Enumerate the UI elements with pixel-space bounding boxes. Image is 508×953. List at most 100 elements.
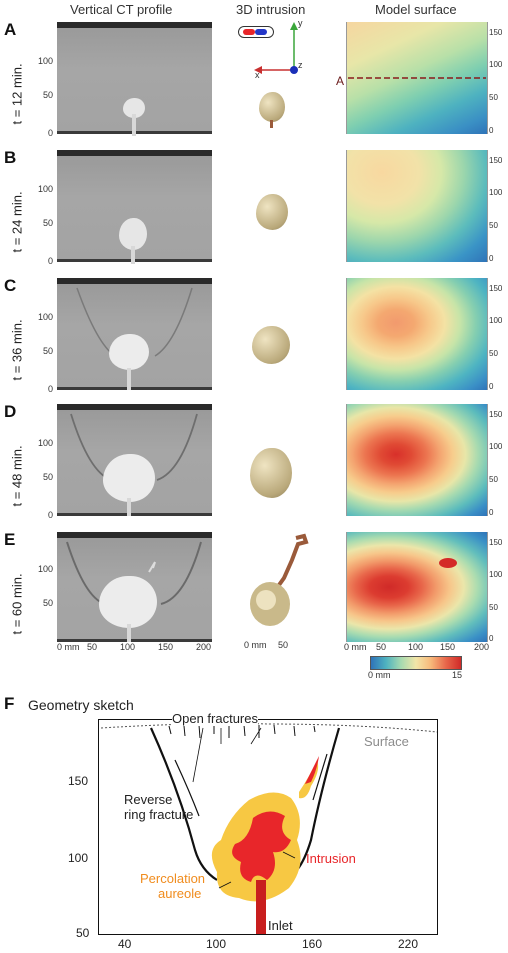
- model-ytick-d-150: 150: [489, 410, 503, 419]
- panel-label-f: F: [4, 694, 15, 713]
- model-ytick-a-50: 50: [489, 93, 498, 102]
- colorbar-max-label: 15: [452, 670, 463, 680]
- model-ytick-b-100: 100: [489, 188, 503, 197]
- time-label-b: t = 24 min.: [9, 191, 25, 253]
- ct-ytick-a-0: 0: [48, 128, 54, 138]
- sketch-ytick-100: 100: [68, 851, 89, 865]
- sketch-xtick-40: 40: [118, 937, 132, 951]
- model-ytick-d-50: 50: [489, 475, 498, 484]
- ct-fracture-left-e: [66, 541, 106, 605]
- sketch-drawing: [100, 723, 437, 934]
- ct-inlet-b: [131, 246, 135, 264]
- intrusion-shape: [232, 811, 291, 882]
- panel-label-a: A: [4, 20, 17, 39]
- axis-label-y: y: [298, 18, 303, 28]
- time-label-c: t = 36 min.: [9, 319, 25, 381]
- time-label-e: t = 60 min.: [9, 573, 25, 635]
- section-line-a: [348, 77, 486, 79]
- ct-ytick-a-50: 50: [43, 90, 54, 100]
- z-axis-dot: [290, 66, 298, 74]
- intrusion-xtick-50: 50: [278, 640, 289, 650]
- model-ytick-c-50: 50: [489, 349, 498, 358]
- model-surface-d: [346, 404, 488, 516]
- intrusion-3d-column-header: 3D intrusion: [236, 2, 306, 17]
- ct-fracture-right-d: [156, 413, 198, 481]
- model-ytick-c-0: 0: [489, 382, 494, 391]
- sketch-ytick-150: 150: [68, 774, 89, 788]
- time-label-a: t = 12 min.: [9, 63, 25, 125]
- ct-xtick-100: 100: [120, 642, 136, 652]
- model-ytick-b-0: 0: [489, 254, 494, 263]
- ct-fracture-right-e: [160, 541, 202, 605]
- y-axis-arrowhead: [290, 22, 298, 30]
- model-ytick-d-100: 100: [489, 442, 503, 451]
- model-ytick-a-0: 0: [489, 126, 494, 135]
- ct-xtick-150: 150: [158, 642, 174, 652]
- sketch-title: Geometry sketch: [28, 697, 134, 713]
- ct-ytick-a-100: 100: [38, 56, 54, 66]
- model-ytick-e-100: 100: [489, 570, 503, 579]
- ct-blob-d: [103, 454, 155, 502]
- ct-ytick-c-50: 50: [43, 346, 54, 356]
- ct-ytick-d-100: 100: [38, 438, 54, 448]
- inlet-shape: [256, 880, 266, 934]
- model-xtick-100: 100: [408, 642, 424, 652]
- ring-fracture-left: [149, 727, 218, 881]
- model-surface-e: [346, 532, 488, 642]
- model-ytick-e-50: 50: [489, 603, 498, 612]
- ct-ytick-e-50: 50: [43, 598, 54, 608]
- model-surface-b: [346, 150, 488, 262]
- reverse-ring-label-1: Reverse: [124, 792, 173, 807]
- ct-xtick-0: 0 mm: [57, 642, 80, 652]
- ct-inlet-a: [132, 114, 136, 136]
- ct-image-d: [57, 404, 212, 516]
- intrusion-3d-a: [259, 92, 285, 122]
- time-label-d: t = 48 min.: [9, 445, 25, 507]
- ct-ytick-d-0: 0: [48, 510, 54, 520]
- sketch-frame: [98, 719, 438, 935]
- ct-ytick-b-50: 50: [43, 218, 54, 228]
- model-xtick-0: 0 mm: [344, 642, 367, 652]
- model-xtick-50: 50: [376, 642, 387, 652]
- percolation-label-1: Percolation: [140, 871, 206, 886]
- colorbar: [370, 656, 462, 670]
- ct-column-header: Vertical CT profile: [70, 2, 173, 17]
- ct-ytick-d-50: 50: [43, 472, 54, 482]
- ct-xtick-200: 200: [196, 642, 212, 652]
- ct-image-b: [57, 150, 212, 264]
- intrusion-3d-b: [256, 194, 288, 230]
- panel-label-c: C: [4, 276, 17, 295]
- ct-inlet-c: [127, 368, 131, 390]
- intrusion-3d-e: [250, 533, 309, 626]
- ct-ytick-b-100: 100: [38, 184, 54, 194]
- open-fracture-ticks: [168, 724, 316, 739]
- ct-image-a: [57, 22, 212, 136]
- axis-label-z: z: [298, 60, 303, 70]
- model-ytick-c-100: 100: [489, 316, 503, 325]
- model-ytick-d-0: 0: [489, 508, 494, 517]
- percolation-label-2: aureole: [158, 886, 202, 901]
- model-xtick-150: 150: [440, 642, 456, 652]
- panel-label-e: E: [4, 530, 16, 549]
- ct-xtick-50: 50: [87, 642, 98, 652]
- surface-line: [100, 723, 437, 733]
- colorbar-min-label: 0 mm: [368, 670, 391, 680]
- model-ytick-e-0: 0: [489, 634, 494, 643]
- model-ytick-c-150: 150: [489, 284, 503, 293]
- ct-image-c: [57, 278, 212, 390]
- model-surface-c: [346, 278, 488, 390]
- panel-label-b: B: [4, 148, 17, 167]
- model-ytick-a-150: 150: [489, 28, 503, 37]
- panel-label-d: D: [4, 402, 17, 421]
- ct-image-e: [57, 532, 212, 642]
- ct-ytick-e-100: 100: [38, 564, 54, 574]
- ct-ytick-b-0: 0: [48, 256, 54, 266]
- 3d-viewer-toggle: [238, 26, 274, 38]
- axis-label-x: x: [255, 70, 260, 80]
- ct-blob-a: [123, 98, 145, 118]
- ct-fracture-right-c: [154, 287, 193, 357]
- sketch-ytick-50: 50: [76, 926, 90, 940]
- inlet-label: Inlet: [268, 918, 293, 933]
- model-ytick-b-50: 50: [489, 221, 498, 230]
- intrusion-3d-c: [252, 326, 290, 364]
